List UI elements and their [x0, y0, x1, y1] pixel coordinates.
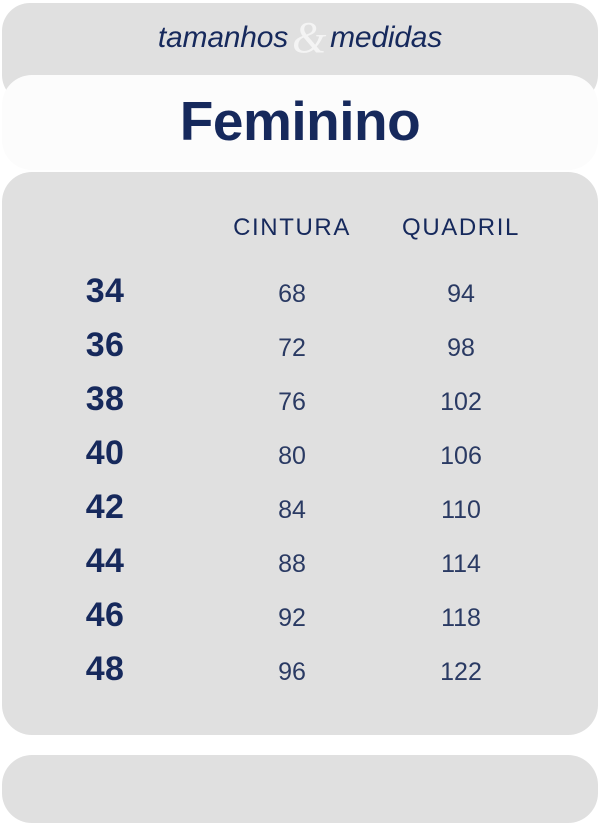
cell-quadril: 118: [441, 604, 481, 632]
cell-size: 46: [85, 596, 125, 634]
cell-cintura: 96: [278, 658, 306, 686]
table-body: 34 68 94 36 72 98 38 76 102 40 80 106 42 84 110 44 88 114…: [2, 272, 598, 704]
table-row: 48 96 122: [2, 650, 598, 704]
measurements-panel: CINTURA QUADRIL 34 68 94 36 72 98 38 76 102 40 80 1…: [2, 172, 598, 735]
table-row: 44 88 114: [2, 542, 598, 596]
cell-quadril: 110: [441, 496, 481, 524]
column-header-size: [2, 214, 208, 242]
kicker-text: tamanhos& medidas: [157, 13, 443, 62]
cell-quadril: 102: [440, 388, 482, 416]
cell-cintura: 68: [278, 280, 306, 308]
column-header-quadril: QUADRIL: [402, 214, 520, 241]
cell-size: 40: [85, 434, 125, 472]
cell-size: 42: [85, 488, 125, 526]
cell-size: 38: [85, 380, 125, 418]
cell-quadril: 114: [441, 550, 481, 578]
table-row: 38 76 102: [2, 380, 598, 434]
table-row: 46 92 118: [2, 596, 598, 650]
cell-size: 36: [85, 326, 125, 364]
cell-quadril: 122: [440, 658, 482, 686]
cell-cintura: 84: [278, 496, 306, 524]
cell-cintura: 76: [278, 388, 306, 416]
table-row: 36 72 98: [2, 326, 598, 380]
table-row: 42 84 110: [2, 488, 598, 542]
table-row: 40 80 106: [2, 434, 598, 488]
cell-cintura: 72: [278, 334, 306, 362]
cell-quadril: 94: [447, 280, 475, 308]
cell-size: 44: [85, 542, 125, 580]
table-header-row: CINTURA QUADRIL: [2, 214, 598, 242]
cell-cintura: 88: [278, 550, 306, 578]
table-row: 34 68 94: [2, 272, 598, 326]
cell-size: 34: [85, 272, 125, 310]
cell-cintura: 92: [278, 604, 306, 632]
page-title: Feminino: [179, 90, 421, 152]
footer-panel: [2, 755, 598, 823]
cell-size: 48: [85, 650, 125, 688]
column-header-cintura: CINTURA: [233, 214, 351, 241]
kicker-left-word: tamanhos: [157, 21, 289, 54]
cell-quadril: 98: [447, 334, 475, 362]
cell-quadril: 106: [440, 442, 482, 470]
title-band: Feminino: [2, 75, 598, 170]
kicker-right-word: medidas: [330, 21, 443, 54]
cell-cintura: 80: [278, 442, 306, 470]
